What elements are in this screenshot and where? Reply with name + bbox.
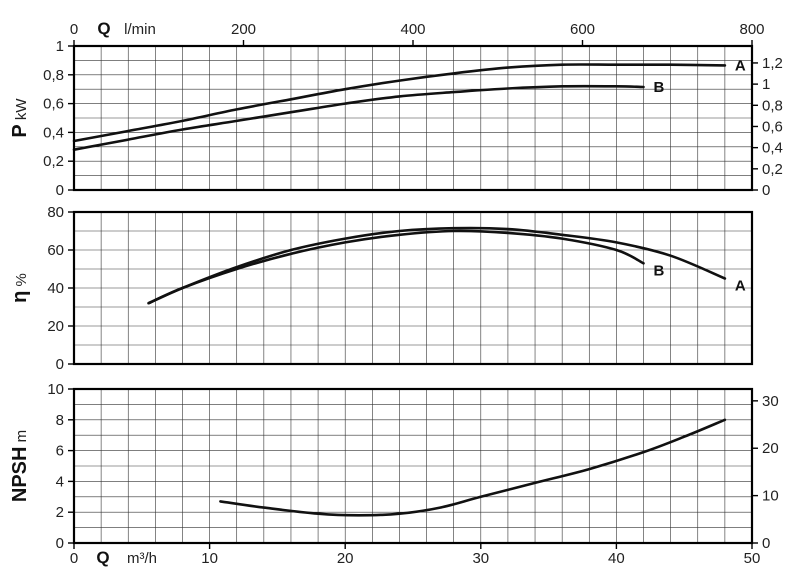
- efficiency-series-label-B: B: [654, 262, 665, 279]
- frames-layer: [68, 40, 758, 549]
- power-series-label-B: B: [654, 79, 665, 96]
- npsh-right-ytick-label: 0: [762, 535, 770, 552]
- power-right-ytick-label: 1,2: [762, 55, 783, 72]
- efficiency-y-axis-title-text: η %: [9, 273, 31, 303]
- efficiency-ytick-label: 80: [47, 204, 64, 221]
- efficiency-y-axis-unit: %: [13, 273, 30, 291]
- efficiency-y-axis-symbol: η: [9, 291, 31, 303]
- power-ytick-label: 1: [56, 38, 64, 55]
- npsh-y-axis-unit: m: [13, 430, 30, 447]
- power-right-ytick-label: 0,6: [762, 118, 783, 135]
- power-top-xtick-label: 400: [400, 21, 425, 38]
- npsh-ytick-label: 0: [56, 535, 64, 552]
- efficiency-ytick-label: 20: [47, 318, 64, 335]
- power-ytick-label: 0,8: [43, 67, 64, 84]
- npsh-xtick-label: 40: [608, 550, 625, 567]
- power-right-ytick-label: 0,8: [762, 97, 783, 114]
- npsh-plot-frame: [72, 387, 754, 545]
- power-right-ytick-label: 0,4: [762, 140, 783, 157]
- npsh-xtick-label: 50: [744, 550, 761, 567]
- power-right-ytick-label: 1: [762, 76, 770, 93]
- efficiency-ytick-label: 0: [56, 356, 64, 373]
- power-y-axis-title: P kW: [9, 98, 31, 138]
- top-x-axis-symbol: Q: [97, 19, 110, 38]
- power-ytick-label: 0,6: [43, 96, 64, 113]
- npsh-ytick-label: 6: [56, 443, 64, 460]
- power-ytick-label: 0,2: [43, 153, 64, 170]
- power-y-axis-unit: kW: [13, 98, 30, 125]
- top-x-axis-unit: l/min: [124, 21, 156, 38]
- npsh-xtick-label: 20: [337, 550, 354, 567]
- power-ytick-label: 0,4: [43, 124, 64, 141]
- power-series-label-A: A: [735, 57, 746, 74]
- power-y-axis-symbol: P: [9, 124, 31, 137]
- power-ytick-label: 0: [56, 182, 64, 199]
- power-top-xtick-label: 0: [70, 21, 78, 38]
- efficiency-curve-A: [147, 226, 727, 305]
- curves-layer: [72, 63, 727, 517]
- efficiency-ytick-label: 40: [47, 280, 64, 297]
- power-curve-B: [72, 84, 645, 151]
- x-axis-unit: m³/h: [127, 550, 157, 567]
- npsh-xtick-label: 30: [472, 550, 489, 567]
- npsh-right-ytick-label: 20: [762, 440, 779, 457]
- npsh-y-axis-title: NPSH m: [9, 430, 31, 502]
- power-top-xtick-label: 800: [739, 21, 764, 38]
- npsh-xtick-label: 10: [201, 550, 218, 567]
- power-top-xtick-label: 600: [570, 21, 595, 38]
- npsh-y-axis-title-text: NPSH m: [9, 430, 31, 502]
- power-right-ytick-label: 0: [762, 182, 770, 199]
- npsh-ytick-label: 4: [56, 473, 64, 490]
- npsh-ytick-label: 10: [47, 381, 64, 398]
- npsh-ytick-label: 8: [56, 412, 64, 429]
- npsh-curve-main: [219, 418, 727, 517]
- grid-layer: [74, 46, 752, 543]
- npsh-right-ytick-label: 30: [762, 393, 779, 410]
- efficiency-y-axis-title: η %: [9, 273, 31, 303]
- npsh-right-ytick-label: 10: [762, 488, 779, 505]
- efficiency-ytick-label: 60: [47, 242, 64, 259]
- power-top-xtick-label: 200: [231, 21, 256, 38]
- efficiency-series-label-A: A: [735, 278, 746, 295]
- npsh-y-axis-symbol: NPSH: [9, 447, 31, 503]
- efficiency-curve-B: [147, 229, 645, 305]
- power-y-axis-title-text: P kW: [9, 98, 31, 138]
- power-curve-A: [72, 63, 727, 143]
- npsh-xtick-label: 0: [70, 550, 78, 567]
- npsh-ytick-label: 2: [56, 504, 64, 521]
- power-right-ytick-label: 0,2: [762, 161, 783, 178]
- x-axis-symbol: Q: [96, 548, 109, 567]
